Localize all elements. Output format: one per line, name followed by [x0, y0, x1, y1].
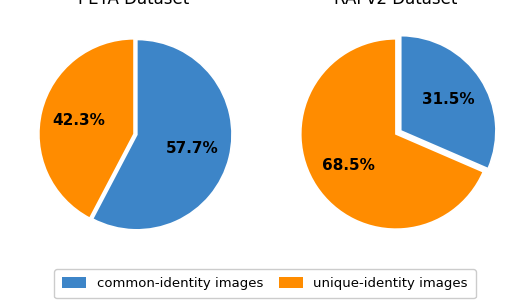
Wedge shape	[401, 36, 496, 169]
Text: 57.7%: 57.7%	[166, 141, 219, 156]
Wedge shape	[301, 39, 483, 229]
Text: 42.3%: 42.3%	[52, 113, 105, 128]
Wedge shape	[39, 39, 134, 218]
Title: RAPv2 Dataset: RAPv2 Dataset	[334, 0, 457, 8]
Text: 68.5%: 68.5%	[322, 158, 375, 173]
Wedge shape	[93, 39, 232, 230]
Legend: common-identity images, unique-identity images: common-identity images, unique-identity …	[55, 270, 475, 298]
Title: PETA Dataset: PETA Dataset	[78, 0, 190, 8]
Text: 31.5%: 31.5%	[422, 92, 475, 107]
